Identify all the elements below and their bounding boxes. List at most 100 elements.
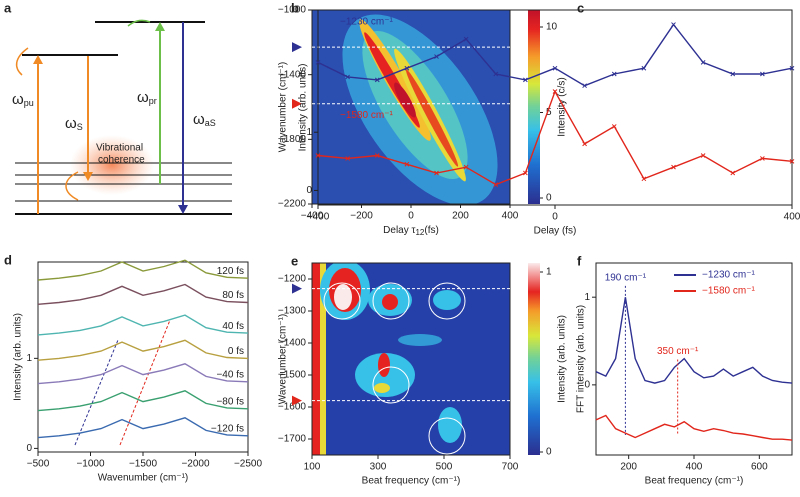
y-tick-label: 1 xyxy=(26,353,32,364)
x-axis-label: Wavenumber (cm⁻¹) xyxy=(98,473,188,484)
x-tick-label: 400 xyxy=(502,211,519,222)
data-point xyxy=(582,141,587,147)
y-tick-label: −1500 xyxy=(278,370,307,381)
colorbar-label: Intensity (c/s) xyxy=(557,77,568,136)
series-line xyxy=(37,339,249,361)
colorbar-tick-label: 0 xyxy=(546,447,552,458)
label-part: (fs) xyxy=(424,225,438,236)
series-line xyxy=(37,363,249,385)
series-line xyxy=(595,297,793,384)
data-point xyxy=(523,77,528,83)
x-tick-label: −400 xyxy=(301,211,324,222)
data-point xyxy=(641,65,647,71)
panel-letter: f xyxy=(577,253,582,268)
series-label: 80 fs xyxy=(222,290,244,301)
transition-arrows xyxy=(15,19,188,214)
series-line xyxy=(37,314,249,336)
plot-frame xyxy=(311,262,511,456)
heatmap-image xyxy=(312,10,510,204)
data-point xyxy=(671,164,676,170)
x-tick-label: 400 xyxy=(784,212,800,223)
panel-letter: b xyxy=(291,0,299,15)
y-axis-label: FFT intensity (arb. units) xyxy=(576,305,587,413)
data-point xyxy=(611,124,617,129)
data-point xyxy=(523,170,528,176)
data-point xyxy=(463,36,469,42)
panel-letter: d xyxy=(4,252,12,267)
legend-label: −1580 cm⁻¹ xyxy=(340,110,393,121)
data-point xyxy=(760,71,765,77)
x-tick-label: −200 xyxy=(350,211,373,222)
annotation: 190 cm⁻¹ xyxy=(605,273,647,284)
spectral-guides xyxy=(74,319,171,446)
x-axis-label: Delay τ12(fs) xyxy=(383,225,439,237)
y-axis-label: Intensity (arb. units) xyxy=(13,313,24,401)
data-point xyxy=(404,161,410,167)
x-tick-label: 600 xyxy=(751,462,768,473)
annotation: 350 cm⁻¹ xyxy=(657,346,699,357)
y-tick-label: 1 xyxy=(584,292,590,303)
series-label: −80 fs xyxy=(216,396,244,407)
x-tick-label: 0 xyxy=(408,211,414,222)
series-line xyxy=(37,390,249,412)
data-point xyxy=(552,89,558,94)
energy-diagram: a ωpu ωS ωpr ωaS Vibrational coherence xyxy=(4,0,232,215)
data-point xyxy=(493,182,499,187)
y-tick-label: −1700 xyxy=(278,434,307,445)
highlight-circles xyxy=(323,282,466,455)
data-point xyxy=(463,164,469,170)
series-label: 0 fs xyxy=(228,346,244,357)
y-tick-label: −1300 xyxy=(278,306,307,317)
series-label: −40 fs xyxy=(216,369,244,380)
colorbar xyxy=(528,263,540,455)
arrow-label: ωpr xyxy=(137,89,157,106)
panel-letter: a xyxy=(4,0,12,15)
colorbar-tick-label: 1 xyxy=(546,267,552,278)
legend-label: −1230 cm⁻¹ xyxy=(702,270,755,281)
reference-arrow xyxy=(292,42,302,53)
data-point xyxy=(730,71,736,77)
x-tick-label: −2500 xyxy=(234,459,263,470)
reference-arrow xyxy=(292,98,302,109)
data-point xyxy=(789,65,795,71)
x-axis-label: Beat frequency (cm⁻¹) xyxy=(645,476,744,487)
data-point xyxy=(493,71,499,77)
panel-letter: c xyxy=(577,0,584,15)
y-tick-label: −1800 xyxy=(278,134,307,145)
legend-label: −1580 cm⁻¹ xyxy=(702,286,755,297)
x-tick-label: −2000 xyxy=(181,459,210,470)
x-axis-label: Delay (fs) xyxy=(534,226,577,237)
series-line xyxy=(37,259,249,281)
colorbar-label: Intensity (arb. units) xyxy=(557,315,568,403)
y-tick-label: −1600 xyxy=(278,402,307,413)
data-point xyxy=(374,153,380,158)
y-axis-label: Wavenumber (cm⁻¹) xyxy=(278,62,289,152)
coherence-glow xyxy=(70,135,154,195)
y-tick-label: −2200 xyxy=(278,199,307,210)
coherence-label: coherence xyxy=(98,155,145,166)
y-tick-label: −1400 xyxy=(278,338,307,349)
data-point xyxy=(700,153,706,158)
legend-label: −1230 cm⁻¹ xyxy=(340,17,393,28)
x-tick-label: 300 xyxy=(370,462,387,473)
series-label: 40 fs xyxy=(222,321,244,332)
y-tick-label: −1200 xyxy=(278,274,307,285)
x-tick-label: 700 xyxy=(502,462,519,473)
reference-arrow xyxy=(292,395,302,406)
reference-arrow xyxy=(292,283,302,294)
colorbar-tick-label: 5 xyxy=(546,107,552,118)
data-point xyxy=(552,65,558,71)
x-tick-label: −1500 xyxy=(129,459,158,470)
data-point xyxy=(611,71,617,77)
y-axis-label: Wavenumber (cm⁻¹) xyxy=(278,314,289,404)
data-point xyxy=(700,60,706,65)
x-axis-label: Beat frequency (cm⁻¹) xyxy=(362,476,461,487)
x-tick-label: −400 xyxy=(307,212,330,223)
y-axis-label: Intensity (arb. units) xyxy=(298,64,309,152)
data-point xyxy=(345,74,350,80)
y-tick-label: −1000 xyxy=(278,5,307,16)
data-point xyxy=(374,77,380,83)
data-point xyxy=(789,158,795,164)
x-tick-label: 200 xyxy=(620,462,637,473)
data-point xyxy=(671,22,676,27)
